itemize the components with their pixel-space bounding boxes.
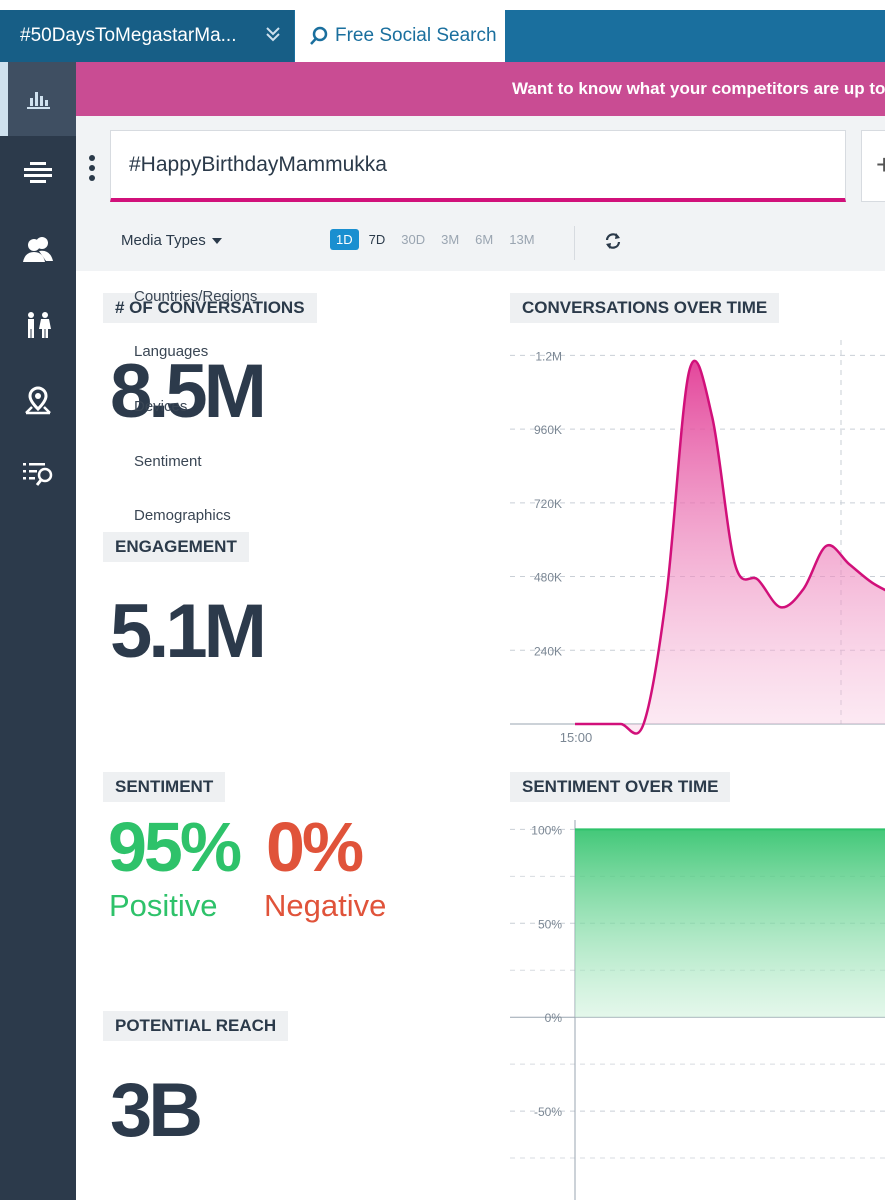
query-input[interactable]: #HappyBirthdayMammukka xyxy=(110,130,846,202)
sentiment-chart-title: SENTIMENT OVER TIME xyxy=(510,772,731,802)
positive-label: Positive xyxy=(109,888,218,923)
sidebar-item-streams[interactable] xyxy=(0,136,76,210)
query-area: #HappyBirthdayMammukka + Media Types 1D … xyxy=(76,116,885,271)
menu-item-demographics[interactable]: Demographics xyxy=(134,507,231,524)
sidebar-item-overview[interactable] xyxy=(0,62,76,136)
top-bar: #50DaysToMegastarMa... Free Social Searc… xyxy=(0,0,885,62)
menu-item-languages[interactable]: Languages xyxy=(134,343,209,360)
divider xyxy=(574,226,575,260)
conversations-area xyxy=(575,361,885,734)
menu-item-countries[interactable]: Countries/Regions xyxy=(134,288,258,305)
location-icon xyxy=(25,386,51,415)
plus-icon: + xyxy=(876,149,885,180)
project-tab[interactable]: #50DaysToMegastarMa... xyxy=(0,10,294,62)
period-selector: 1D 7D 30D 3M 6M 13M xyxy=(330,229,545,250)
y-tick-label: 480K xyxy=(534,571,562,585)
filter-row: Media Types 1D 7D 30D 3M 6M 13M xyxy=(76,226,885,260)
period-7d[interactable]: 7D xyxy=(368,232,386,247)
sentiment-over-time-chart: 100%50%0%-50%-100% xyxy=(510,820,885,1200)
sentiment-label: SENTIMENT xyxy=(103,772,226,802)
conversations-chart-title: CONVERSATIONS OVER TIME xyxy=(510,293,780,323)
y-tick-label: 1.2M xyxy=(535,349,562,363)
reach-value: 3B xyxy=(110,1068,203,1153)
free-social-search-tab[interactable]: Free Social Search xyxy=(295,10,505,62)
conversations-line xyxy=(575,359,885,735)
sentiment-area xyxy=(575,829,885,1018)
negative-label: Negative xyxy=(264,888,387,923)
y-tick-label: 100% xyxy=(531,823,562,837)
chevron-double-down-icon[interactable] xyxy=(264,24,282,44)
menu-item-sentiment[interactable]: Sentiment xyxy=(134,453,202,470)
bar-chart-icon xyxy=(27,92,50,109)
caret-down-icon xyxy=(211,238,222,245)
menu-item-devices[interactable]: Devices xyxy=(134,398,188,415)
search-icon xyxy=(310,26,328,45)
sidebar-item-users[interactable] xyxy=(0,212,76,286)
conversations-over-time-chart: 1.2M 960K 720K 480K 240K 15:00 xyxy=(510,340,885,745)
conversations-value: 8.5M xyxy=(110,349,267,434)
negative-percent: 0% xyxy=(266,808,364,886)
reach-label: POTENTIAL REACH xyxy=(103,1011,289,1041)
search-tab-label: Free Social Search xyxy=(335,25,497,46)
y-tick-label: 50% xyxy=(538,917,562,931)
refresh-icon[interactable] xyxy=(604,232,622,250)
media-types-label: Media Types xyxy=(121,232,206,249)
add-query-button[interactable]: + xyxy=(861,130,885,202)
sidebar-item-search-results[interactable] xyxy=(0,436,76,510)
y-tick-label: 720K xyxy=(534,497,562,511)
x-tick-label: 15:00 xyxy=(560,730,593,745)
period-6m[interactable]: 6M xyxy=(475,232,494,247)
y-tick-label: 240K xyxy=(534,644,562,658)
query-text: #HappyBirthdayMammukka xyxy=(129,152,387,176)
sidebar-item-locations[interactable] xyxy=(0,364,76,438)
search-list-icon xyxy=(23,463,53,486)
y-tick-label: -50% xyxy=(534,1105,562,1119)
engagement-label: ENGAGEMENT xyxy=(103,532,249,562)
kebab-menu-icon[interactable] xyxy=(88,154,96,182)
period-1d[interactable]: 1D xyxy=(330,229,359,250)
conversations-label: # OF CONVERSATIONS xyxy=(103,293,317,323)
y-tick-label: 960K xyxy=(534,423,562,437)
project-tab-label: #50DaysToMegastarMa... xyxy=(20,25,237,46)
banner-text: Want to know what your competitors are u… xyxy=(512,79,885,98)
sidebar-item-demographics[interactable] xyxy=(0,288,76,362)
y-tick-label: 0% xyxy=(545,1011,563,1025)
period-30d[interactable]: 30D xyxy=(401,232,426,247)
engagement-value: 5.1M xyxy=(110,589,267,674)
positive-percent: 95% xyxy=(108,808,242,886)
stream-icon xyxy=(24,162,52,183)
period-13m[interactable]: 13M xyxy=(509,232,535,247)
promo-banner[interactable]: Want to know what your competitors are u… xyxy=(76,62,885,116)
users-icon xyxy=(23,237,53,262)
sidebar xyxy=(0,62,76,1200)
media-types-dropdown[interactable]: Media Types xyxy=(121,232,222,249)
period-3m[interactable]: 3M xyxy=(441,232,460,247)
demographics-icon xyxy=(28,312,51,338)
